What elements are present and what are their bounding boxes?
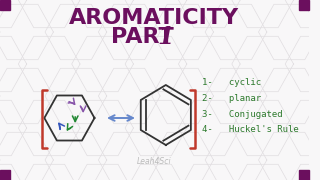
Bar: [0, 0, 10, 10]
Text: 2-   planar: 2- planar: [203, 93, 261, 102]
Text: 4-   Huckel's Rule: 4- Huckel's Rule: [203, 125, 299, 134]
Bar: [299, 0, 308, 10]
Text: PART: PART: [111, 27, 182, 47]
Text: 1-   cyclic: 1- cyclic: [203, 78, 261, 87]
Text: AROMATICITY: AROMATICITY: [69, 8, 239, 28]
Text: 1: 1: [157, 25, 174, 49]
Bar: [0, 170, 10, 180]
Bar: [299, 170, 308, 180]
Text: 3-   Conjugated: 3- Conjugated: [203, 109, 283, 118]
Text: Leah4Sci: Leah4Sci: [137, 158, 172, 166]
